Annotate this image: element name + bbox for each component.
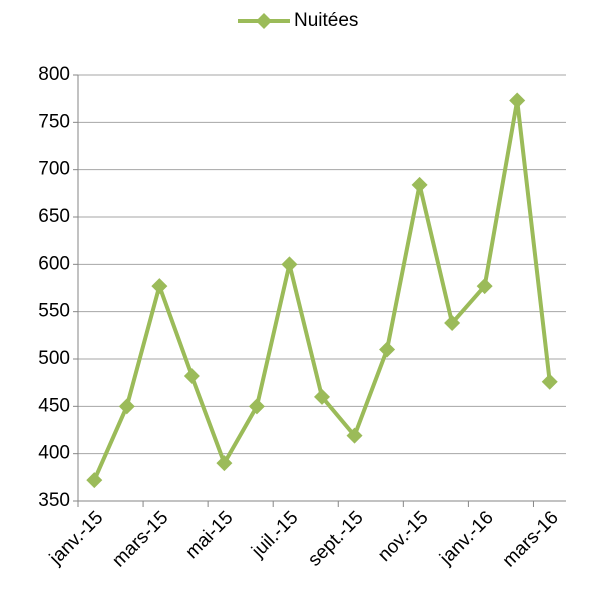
marker xyxy=(509,92,526,109)
marker xyxy=(541,373,558,390)
y-tick-label: 750 xyxy=(38,111,70,132)
marker xyxy=(151,278,168,295)
x-tick-label: janv.-16 xyxy=(435,507,497,569)
y-tick-label: 500 xyxy=(38,348,70,369)
legend-label: Nuitées xyxy=(294,10,358,31)
y-tick-label: 600 xyxy=(38,253,70,274)
x-tick-label: mai-15 xyxy=(182,507,238,563)
x-tick-label: mars-16 xyxy=(499,507,563,571)
y-tick-label: 450 xyxy=(38,395,70,416)
y-tick-label: 400 xyxy=(38,443,70,464)
marker xyxy=(379,341,396,358)
marker xyxy=(86,472,103,489)
y-tick-label: 700 xyxy=(38,159,70,180)
y-tick-label: 550 xyxy=(38,301,70,322)
x-tick-label: juil.-15 xyxy=(247,507,302,562)
marker xyxy=(248,398,265,415)
x-tick-label: nov.-15 xyxy=(374,507,433,566)
y-tick-label: 350 xyxy=(38,490,70,511)
marker xyxy=(314,388,330,405)
marker xyxy=(476,278,493,295)
marker xyxy=(216,455,233,472)
y-tick-label: 650 xyxy=(38,206,70,227)
y-tick-label: 800 xyxy=(38,64,70,85)
x-tick-label: mars-15 xyxy=(108,507,172,571)
x-tick-label: janv.-15 xyxy=(45,507,107,569)
x-tick-label: sept.-15 xyxy=(304,507,367,570)
marker xyxy=(444,315,461,332)
legend-marker xyxy=(256,13,272,29)
marker xyxy=(281,256,298,273)
marker xyxy=(183,368,200,385)
marker xyxy=(411,176,428,193)
marker xyxy=(346,427,363,444)
marker xyxy=(118,398,135,415)
